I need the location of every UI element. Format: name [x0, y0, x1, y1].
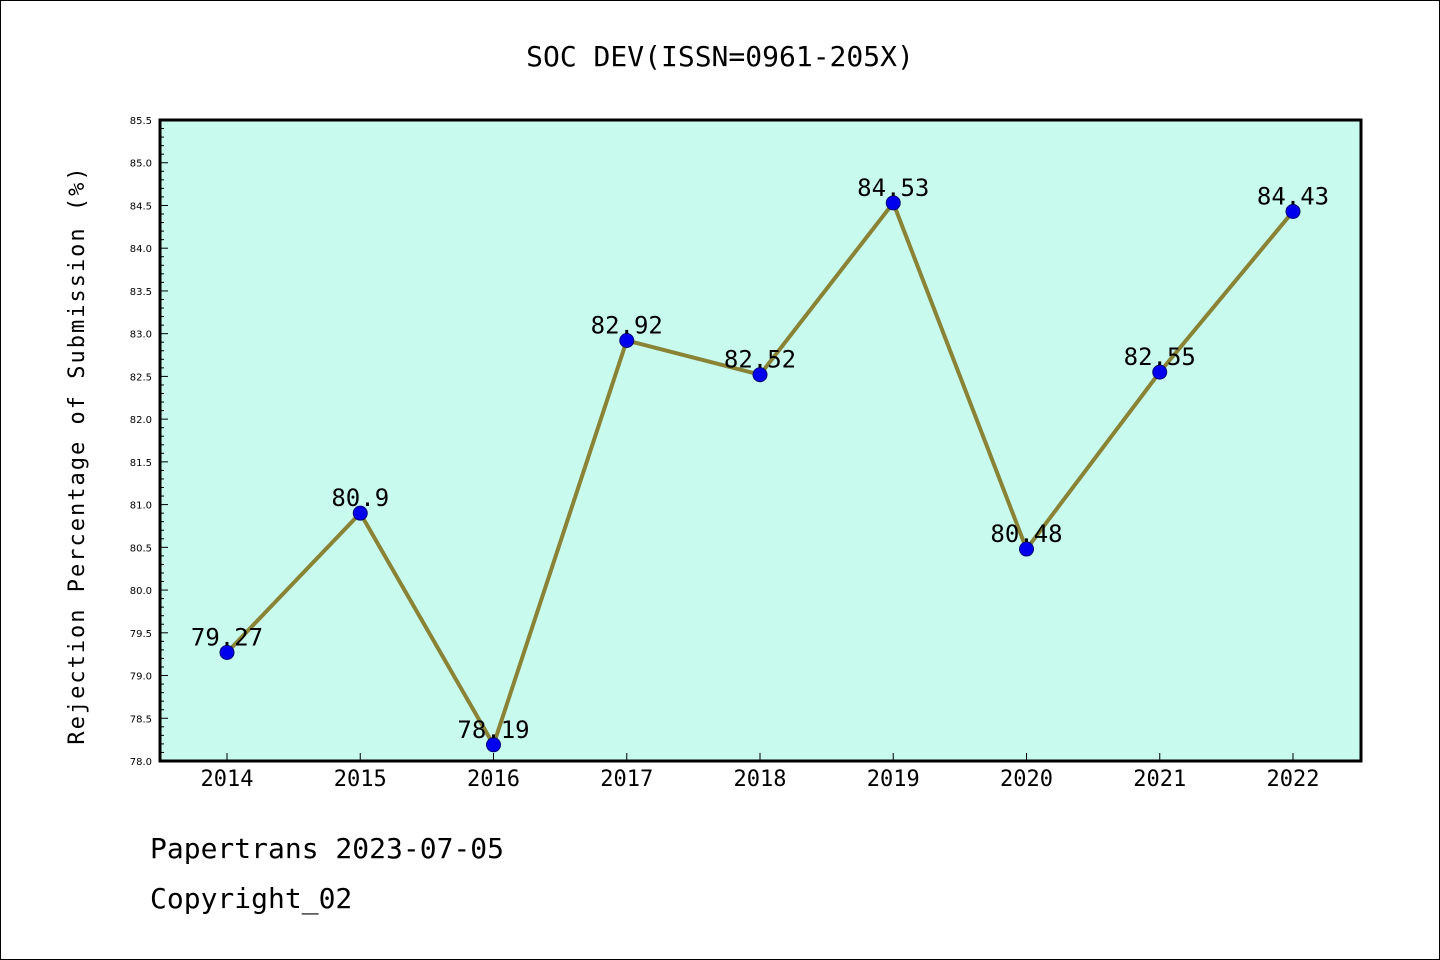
data-point — [352, 505, 368, 521]
data-label: 80.48 — [990, 520, 1062, 548]
data-label: 79.27 — [191, 623, 263, 651]
y-tick-label: 83.0 — [130, 330, 152, 341]
data-point — [486, 737, 501, 753]
data-label: 82.52 — [724, 346, 796, 374]
y-axis-label: Rejection Percentage of Submission (%) — [65, 165, 90, 744]
y-tick-label: 81.0 — [130, 501, 152, 512]
x-tick-label: 2017 — [600, 767, 653, 792]
x-tick-label: 2020 — [1000, 767, 1053, 792]
data-point — [1285, 203, 1301, 219]
x-tick-label: 2018 — [734, 767, 787, 792]
data-point — [219, 644, 235, 660]
footer-date-line: Papertrans 2023-07-05 — [150, 832, 505, 865]
y-tick-label: 83.5 — [130, 287, 152, 298]
data-point — [1152, 364, 1168, 380]
x-tick-label: 2019 — [867, 767, 920, 792]
data-labels: 79.27 80.9 78.19 82.92 82.52 84.53 80.48 82.55 8… — [191, 174, 1329, 744]
y-tick-label: 82.5 — [130, 372, 152, 383]
y-tick-label: 81.5 — [130, 458, 152, 469]
plot-area — [158, 118, 1363, 763]
chart-title: SOC DEV(ISSN=0961-205X) — [526, 40, 914, 73]
data-point — [752, 367, 768, 383]
x-tick-label: 2014 — [201, 767, 254, 792]
y-tick-label: 78.0 — [130, 757, 152, 768]
y-tick-label: 85.0 — [130, 159, 152, 170]
data-label: 82.92 — [591, 312, 663, 340]
y-axis: 78.0 78.5 79.0 79.5 80.0 80.5 81.0 81.5 82.0 82.5… — [130, 116, 168, 768]
x-tick-label: 2016 — [467, 767, 520, 792]
data-point — [1019, 541, 1034, 557]
y-tick-label: 79.0 — [130, 672, 152, 683]
y-tick-label: 84.0 — [130, 244, 152, 255]
y-tick-label: 80.0 — [130, 586, 152, 597]
y-tick-label: 82.0 — [130, 415, 152, 426]
data-label: 84.53 — [857, 174, 929, 202]
data-label: 84.43 — [1257, 182, 1329, 210]
y-tick-label: 79.5 — [130, 629, 152, 640]
x-tick-label: 2022 — [1267, 767, 1320, 792]
data-label: 82.55 — [1124, 343, 1196, 371]
data-point — [885, 195, 901, 211]
data-label: 78.19 — [457, 716, 529, 744]
x-tick-label: 2015 — [334, 767, 387, 792]
footer-copyright-line: Copyright_02 — [150, 882, 353, 915]
x-axis: 2014 2015 2016 2017 2018 2019 2020 2021 2022 — [201, 753, 1320, 792]
data-markers — [219, 195, 1301, 753]
y-tick-label: 84.5 — [130, 201, 152, 212]
y-tick-label: 85.5 — [130, 116, 152, 127]
y-tick-label: 78.5 — [130, 714, 152, 725]
x-tick-label: 2021 — [1133, 767, 1186, 792]
data-label: 80.9 — [331, 484, 389, 512]
y-tick-label: 80.5 — [130, 543, 152, 554]
data-point — [619, 333, 635, 349]
